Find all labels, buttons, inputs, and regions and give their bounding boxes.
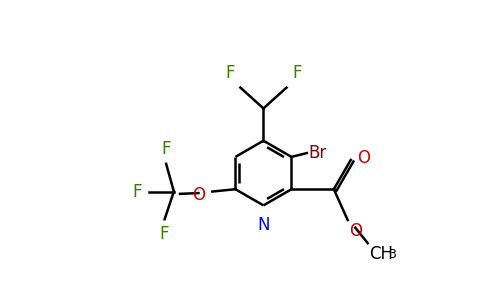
Text: F: F (226, 64, 235, 82)
Text: 3: 3 (388, 248, 395, 261)
Text: F: F (160, 225, 169, 243)
Text: Br: Br (308, 144, 327, 162)
Text: F: F (292, 64, 302, 82)
Text: F: F (161, 140, 171, 158)
Text: O: O (349, 222, 362, 240)
Text: O: O (192, 186, 205, 204)
Text: N: N (257, 216, 270, 234)
Text: CH: CH (369, 245, 393, 263)
Text: O: O (357, 149, 370, 167)
Text: F: F (132, 182, 141, 200)
